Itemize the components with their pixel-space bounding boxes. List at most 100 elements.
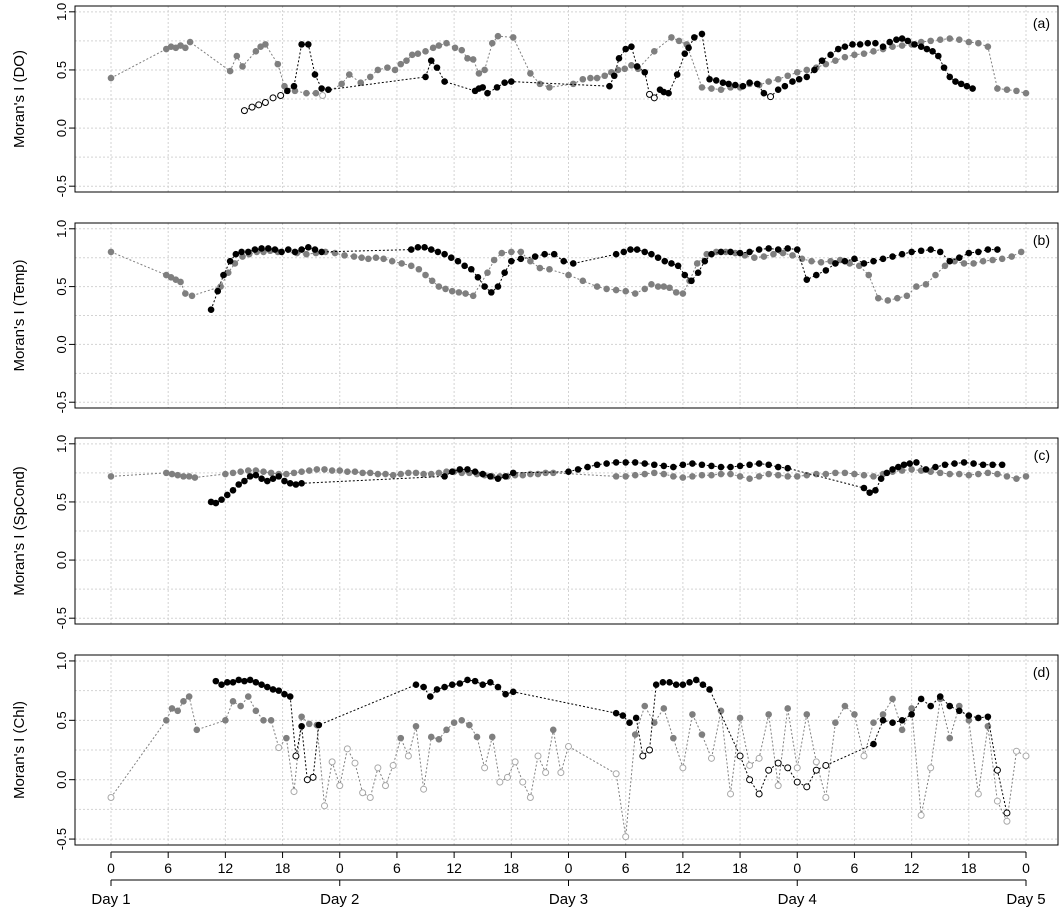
data-point bbox=[998, 255, 1006, 263]
hour-tick-label: 12 bbox=[904, 860, 920, 876]
data-point bbox=[793, 473, 801, 480]
data-point bbox=[739, 82, 747, 90]
data-point bbox=[746, 761, 754, 769]
data-point bbox=[238, 248, 245, 256]
data-point bbox=[760, 253, 768, 260]
data-point bbox=[467, 265, 475, 273]
data-point bbox=[698, 731, 706, 738]
data-point bbox=[884, 297, 892, 304]
data-point bbox=[501, 269, 508, 277]
data-point bbox=[601, 72, 609, 80]
data-point bbox=[479, 681, 487, 688]
data-point bbox=[864, 39, 872, 47]
data-point bbox=[422, 48, 429, 55]
data-point bbox=[979, 461, 987, 469]
data-point bbox=[344, 468, 351, 476]
data-point bbox=[281, 477, 288, 485]
data-point bbox=[631, 459, 639, 466]
data-point bbox=[107, 794, 115, 801]
data-point bbox=[849, 41, 856, 48]
y-tick-label: -0.5 bbox=[54, 828, 69, 850]
data-point bbox=[252, 48, 260, 55]
data-point bbox=[822, 761, 830, 769]
series-black bbox=[207, 243, 1001, 314]
data-point bbox=[427, 57, 435, 64]
data-point bbox=[621, 65, 629, 73]
data-point bbox=[501, 79, 508, 87]
data-point bbox=[237, 468, 244, 476]
data-point bbox=[188, 292, 196, 300]
data-point bbox=[622, 833, 630, 841]
data-point bbox=[450, 719, 458, 726]
data-point bbox=[223, 491, 231, 499]
data-point bbox=[1012, 747, 1020, 755]
data-point bbox=[708, 462, 715, 470]
data-point bbox=[542, 469, 549, 477]
data-point bbox=[894, 294, 901, 302]
data-point bbox=[612, 250, 620, 258]
data-point bbox=[622, 459, 629, 466]
data-point bbox=[278, 248, 285, 256]
data-point bbox=[994, 470, 1001, 478]
data-point bbox=[886, 38, 894, 46]
data-point bbox=[246, 473, 254, 480]
data-point bbox=[927, 702, 934, 710]
data-point bbox=[283, 470, 290, 478]
series-black bbox=[207, 459, 1006, 507]
data-point bbox=[870, 48, 877, 55]
data-point bbox=[703, 250, 711, 258]
data-point bbox=[434, 248, 442, 256]
data-point bbox=[526, 794, 534, 801]
data-point bbox=[841, 53, 849, 61]
data-point bbox=[879, 255, 887, 263]
data-point bbox=[357, 79, 365, 87]
y-tick-label: 0.0 bbox=[54, 551, 69, 569]
data-point bbox=[319, 92, 327, 100]
data-point bbox=[226, 257, 234, 265]
hour-tick-label: 18 bbox=[504, 860, 520, 876]
data-point bbox=[650, 461, 658, 469]
data-point bbox=[917, 247, 925, 255]
data-point bbox=[908, 466, 915, 473]
data-point bbox=[451, 44, 459, 52]
data-point bbox=[443, 39, 450, 47]
data-point bbox=[717, 86, 725, 93]
data-point bbox=[214, 287, 222, 295]
data-point bbox=[569, 80, 577, 88]
data-point bbox=[917, 38, 925, 46]
data-point bbox=[612, 770, 620, 778]
data-point bbox=[615, 55, 623, 62]
data-point bbox=[427, 733, 435, 741]
data-point bbox=[366, 73, 374, 81]
data-point bbox=[822, 470, 830, 478]
data-point bbox=[841, 257, 849, 265]
data-point bbox=[191, 474, 199, 481]
data-point bbox=[889, 466, 896, 473]
data-point bbox=[168, 470, 176, 478]
data-point bbox=[420, 785, 428, 793]
data-point bbox=[670, 473, 677, 480]
data-point bbox=[504, 773, 511, 781]
y-tick-label: -0.5 bbox=[54, 607, 69, 629]
data-point bbox=[874, 294, 882, 302]
data-point bbox=[946, 35, 954, 42]
data-point bbox=[290, 82, 298, 90]
data-point bbox=[929, 48, 936, 55]
data-point bbox=[659, 679, 667, 686]
data-point bbox=[185, 473, 193, 480]
data-point bbox=[508, 257, 515, 265]
data-point bbox=[812, 766, 820, 774]
data-point bbox=[587, 74, 594, 82]
data-point bbox=[338, 80, 345, 88]
data-point bbox=[641, 460, 649, 467]
data-point bbox=[593, 283, 601, 290]
data-point bbox=[932, 271, 939, 279]
data-point bbox=[965, 249, 973, 257]
data-point bbox=[679, 764, 687, 772]
data-point bbox=[660, 283, 668, 290]
data-point bbox=[509, 469, 517, 477]
data-point bbox=[650, 469, 658, 477]
data-point bbox=[471, 677, 479, 685]
data-point bbox=[343, 745, 351, 753]
data-point bbox=[464, 55, 471, 62]
